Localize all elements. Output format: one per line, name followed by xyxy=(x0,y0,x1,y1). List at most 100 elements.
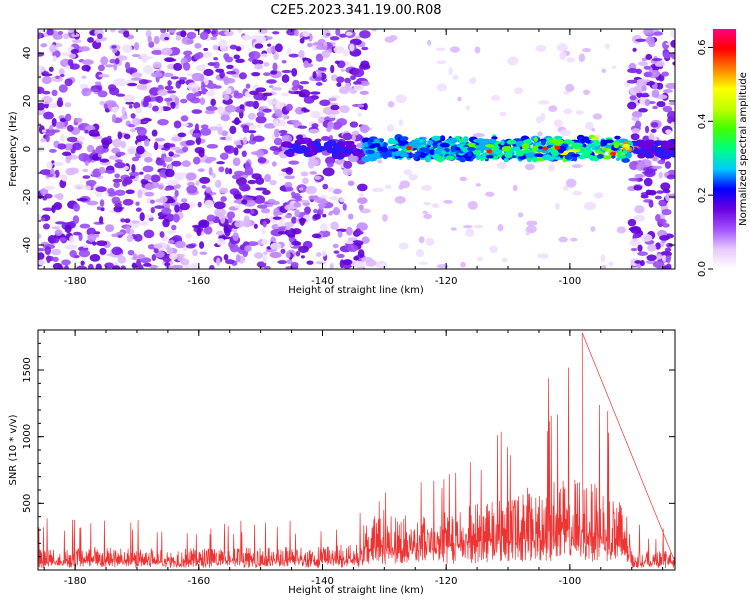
spectrogram-noise-blob xyxy=(138,222,149,226)
spectrogram-noise-blob xyxy=(305,185,317,195)
spectrogram-noise-blob xyxy=(355,35,361,39)
spectrogram-noise-blob xyxy=(556,43,568,52)
spectrogram-noise-blob xyxy=(140,151,153,159)
spectrogram-noise-blob xyxy=(55,221,66,225)
spectrogram-x-tick-label: -120 xyxy=(435,276,458,287)
spectrogram-noise-blob xyxy=(372,187,385,193)
spectrogram-noise-blob xyxy=(68,53,76,59)
spectrogram-x-tick-label: -160 xyxy=(187,276,210,287)
spectrogram-noise-blob xyxy=(152,61,162,69)
spectrogram-noise-blob xyxy=(49,44,57,53)
spectrogram-signal-blob xyxy=(564,154,573,160)
spectrogram-noise-blob xyxy=(321,136,330,141)
spectrogram-noise-blob xyxy=(66,136,78,143)
spectrogram-panel: -180 -160 -140 -120 -100 -40 -20 0 20 40 Height … xyxy=(8,28,676,296)
spectrogram-noise-blob xyxy=(129,171,140,177)
spectrogram-noise-blob xyxy=(151,253,157,262)
spectrogram-noise-blob xyxy=(233,199,244,204)
spectrogram-band-blob xyxy=(316,145,327,152)
spectrogram-noise-blob xyxy=(72,203,81,212)
spectrogram-noise-blob xyxy=(63,265,69,269)
spectrogram-noise-blob xyxy=(147,35,152,43)
spectrogram-noise-blob xyxy=(290,191,296,197)
spectrogram-noise-blob xyxy=(231,174,241,180)
spectrogram-noise-blob xyxy=(261,238,269,245)
spectrogram-noise-blob xyxy=(199,97,206,105)
spectrogram-noise-blob xyxy=(270,46,276,53)
spectrogram-noise-blob xyxy=(193,92,201,97)
spectrogram-noise-blob xyxy=(78,249,91,258)
spectrogram-noise-blob xyxy=(423,213,432,220)
spectrogram-noise-blob xyxy=(662,189,671,194)
spectrogram-signal-blob xyxy=(506,139,517,145)
spectrogram-noise-blob xyxy=(264,173,272,183)
spectrogram-noise-blob xyxy=(611,65,617,70)
spectrogram-noise-blob xyxy=(633,85,645,94)
spectrogram-noise-blob xyxy=(123,176,133,185)
spectrogram-noise-blob xyxy=(242,124,250,134)
spectrogram-noise-blob xyxy=(111,114,117,122)
spectrogram-noise-blob xyxy=(655,242,661,250)
spectrogram-noise-blob xyxy=(343,160,353,169)
spectrogram-noise-blob xyxy=(252,135,265,142)
spectrogram-noise-blob xyxy=(216,238,226,246)
spectrogram-noise-blob xyxy=(103,169,115,174)
spectrogram-noise-blob xyxy=(211,173,216,179)
spectrogram-noise-blob xyxy=(246,241,259,247)
spectrogram-noise-blob xyxy=(140,178,149,185)
spectrogram-noise-blob xyxy=(85,185,92,191)
spectrogram-noise-blob xyxy=(70,48,79,55)
spectrogram-signal-blob xyxy=(431,135,442,141)
spectrogram-noise-blob xyxy=(672,61,675,66)
spectrogram-signal-blob xyxy=(467,147,476,152)
spectrogram-noise-blob xyxy=(285,226,291,231)
spectrogram-noise-blob xyxy=(308,129,320,134)
spectrogram-noise-blob xyxy=(38,29,44,33)
spectrogram-noise-blob xyxy=(665,255,671,264)
spectrogram-noise-blob xyxy=(319,195,328,199)
spectrogram-noise-blob xyxy=(95,263,102,269)
spectrogram-signal-blob xyxy=(365,149,375,155)
spectrogram-noise-blob xyxy=(316,199,329,205)
spectrogram-noise-blob xyxy=(127,145,137,155)
spectrogram-signal-blob xyxy=(583,154,594,159)
spectrogram-signal-blob xyxy=(554,139,560,146)
spectrogram-noise-blob xyxy=(187,181,195,187)
spectrogram-noise-blob xyxy=(202,51,213,58)
spectrogram-noise-blob xyxy=(247,179,257,185)
spectrogram-noise-blob xyxy=(548,163,555,172)
spectrogram-noise-blob xyxy=(245,83,251,89)
spectrogram-noise-blob xyxy=(117,255,127,264)
spectrogram-noise-blob xyxy=(261,228,266,235)
spectrogram-noise-blob xyxy=(336,82,342,87)
spectrogram-noise-blob xyxy=(665,82,675,90)
spectrogram-noise-blob xyxy=(138,78,149,85)
colorbar-ticks: 0.0 0.2 0.4 0.6 xyxy=(697,40,713,277)
spectrogram-noise-blob xyxy=(95,186,107,193)
spectrogram-noise-blob xyxy=(664,161,672,169)
spectrogram-x-tick-label: -140 xyxy=(311,276,334,287)
spectrogram-noise-blob xyxy=(58,68,65,76)
spectrogram-noise-blob xyxy=(80,260,85,266)
spectrogram-noise-blob xyxy=(38,86,45,95)
spectrogram-noise-blob xyxy=(164,168,175,178)
spectrogram-noise-blob xyxy=(657,218,667,224)
spectrogram-noise-blob xyxy=(315,82,323,86)
spectrogram-signal-blob xyxy=(367,139,372,147)
spectrogram-noise-blob xyxy=(226,87,232,95)
spectrogram-signal-blob xyxy=(419,138,424,143)
spectrogram-noise-blob xyxy=(553,119,563,128)
snr-x-axis-label: Height of straight line (km) xyxy=(288,585,424,596)
spectrogram-noise-blob xyxy=(398,242,409,250)
snr-x-tick-label: -120 xyxy=(435,576,458,587)
spectrogram-noise-blob xyxy=(82,244,90,248)
spectrogram-noise-blob xyxy=(247,112,256,120)
spectrogram-noise-blob xyxy=(89,133,101,137)
spectrogram-noise-blob xyxy=(244,166,254,175)
spectrogram-noise-blob xyxy=(448,66,453,76)
spectrogram-noise-blob xyxy=(342,203,347,211)
spectrogram-noise-blob xyxy=(161,149,167,154)
spectrogram-noise-blob xyxy=(431,203,440,209)
spectrogram-signal-blob xyxy=(382,143,388,148)
spectrogram-noise-blob xyxy=(215,230,224,236)
